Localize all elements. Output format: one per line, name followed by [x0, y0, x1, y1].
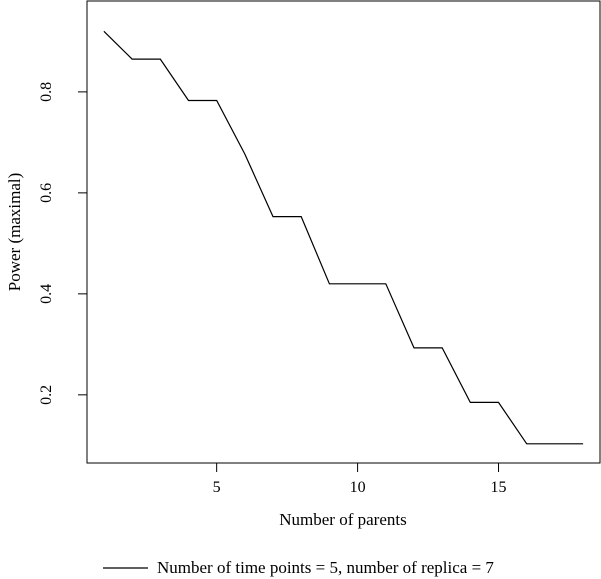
y-axis: 0.2 0.4 0.6 0.8	[38, 82, 87, 405]
series-line	[103, 30, 584, 445]
y-tick-label: 0.8	[38, 82, 55, 102]
x-tick-label: 10	[350, 479, 366, 496]
y-axis-label: Power (maximal)	[5, 173, 24, 292]
y-tick-label: 0.6	[38, 183, 55, 203]
x-axis-label: Number of parents	[279, 510, 406, 529]
plot-frame	[86, 0, 601, 464]
y-tick-label: 0.2	[38, 385, 55, 405]
x-axis: 5 10 15	[213, 463, 507, 496]
legend: Number of time points = 5, number of rep…	[103, 558, 494, 577]
y-tick-label: 0.4	[38, 284, 55, 304]
legend-entry: Number of time points = 5, number of rep…	[157, 558, 494, 577]
x-tick-label: 15	[491, 479, 507, 496]
x-tick-label: 5	[213, 479, 221, 496]
